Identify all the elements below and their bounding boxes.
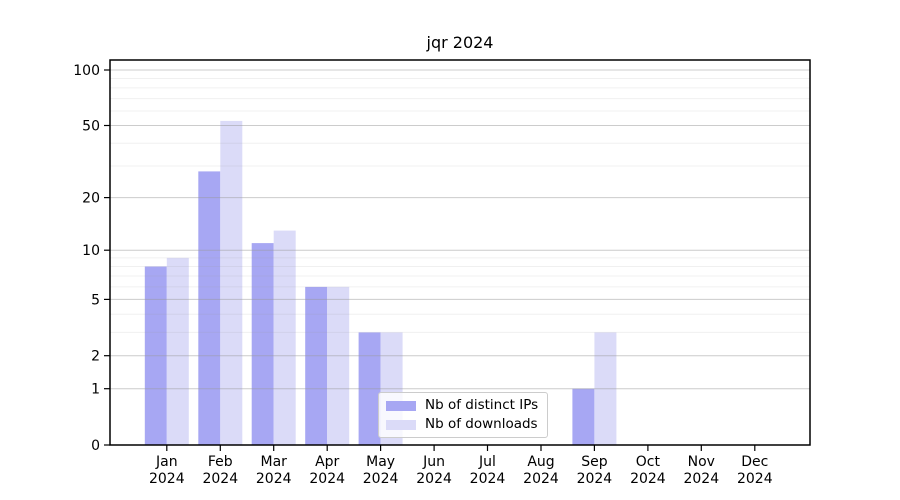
x-tick-year: 2024 — [683, 471, 719, 487]
bar — [572, 388, 595, 445]
legend-label-distinct-ips: Nb of distinct IPs — [425, 397, 539, 413]
legend-swatch-distinct-ips — [386, 400, 416, 411]
y-gridlines-major — [110, 69, 810, 390]
bar — [166, 257, 189, 445]
x-tick-year: 2024 — [630, 471, 666, 487]
y-tick-label: 50 — [82, 119, 100, 135]
x-tick-year: 2024 — [256, 471, 292, 487]
x-tick-month: Mar — [260, 454, 287, 470]
x-tick-month: Aug — [527, 454, 554, 470]
legend-item-distinct-ips: Nb of distinct IPs — [386, 398, 547, 413]
y-tick-label: 2 — [91, 349, 100, 365]
y-axis-labels: 0 1 2 5 10 20 50 100 — [73, 63, 110, 454]
x-tick-year: 2024 — [202, 471, 238, 487]
x-tick-month: Nov — [688, 454, 715, 470]
y-tick-label: 5 — [91, 292, 100, 308]
x-tick-month: Dec — [741, 454, 768, 470]
y-tick-label: 10 — [82, 243, 100, 259]
x-tick-year: 2024 — [470, 471, 506, 487]
bar — [327, 286, 350, 445]
legend-label-downloads: Nb of downloads — [425, 416, 538, 432]
x-tick-month: Sep — [581, 454, 608, 470]
x-tick-month: Jun — [422, 454, 445, 470]
x-tick-year: 2024 — [309, 471, 345, 487]
x-axis-labels: Jan2024Feb2024Mar2024Apr2024May2024Jun20… — [149, 445, 773, 487]
x-tick-month: Oct — [636, 454, 661, 470]
x-tick-month: May — [366, 454, 395, 470]
x-tick-year: 2024 — [577, 471, 613, 487]
bar — [220, 120, 243, 446]
bar — [198, 171, 221, 445]
y-tick-label: 20 — [82, 191, 100, 207]
y-tick-label: 0 — [91, 438, 100, 454]
chart-title: jqr 2024 — [426, 33, 494, 52]
legend-swatch-downloads — [386, 419, 416, 430]
legend-item-downloads: Nb of downloads — [386, 417, 547, 432]
x-tick-year: 2024 — [149, 471, 185, 487]
x-tick-year: 2024 — [737, 471, 773, 487]
x-tick-month: Apr — [315, 454, 339, 470]
bars-downloads — [166, 120, 617, 446]
x-tick-month: Jan — [155, 454, 178, 470]
y-gridlines-minor — [110, 78, 810, 333]
x-tick-year: 2024 — [416, 471, 452, 487]
x-tick-month: Feb — [208, 454, 233, 470]
y-tick-label: 100 — [73, 63, 100, 79]
x-tick-year: 2024 — [363, 471, 399, 487]
bar — [305, 286, 328, 445]
bar — [251, 243, 274, 445]
bars-distinct-ips — [144, 171, 595, 445]
x-tick-year: 2024 — [523, 471, 559, 487]
y-tick-label: 1 — [91, 382, 100, 398]
bar — [273, 230, 296, 445]
legend: Nb of distinct IPs Nb of downloads — [378, 392, 548, 438]
x-tick-month: Jul — [478, 454, 496, 470]
plot-frame — [109, 59, 811, 446]
